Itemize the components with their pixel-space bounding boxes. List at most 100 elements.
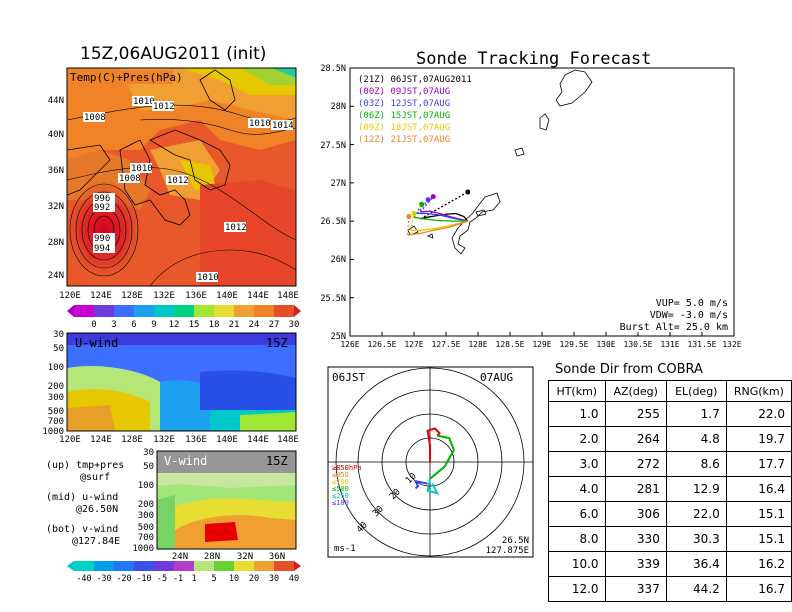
table-cell: 1.7 (665, 401, 727, 427)
pressure-tick: 100 (48, 363, 64, 373)
legend-line: @26.50N (76, 504, 118, 515)
table-cell: 44.2 (665, 576, 727, 602)
legend-line: (mid) u-wind (46, 492, 118, 503)
colorbar-tick: -5 (157, 574, 167, 584)
hodo-time-right: 07AUG (480, 371, 513, 384)
col-header: EL(deg) (665, 380, 727, 402)
lon-tick: 124E (90, 291, 112, 301)
table-cell: 337 (604, 576, 667, 602)
hodo-lon: 127.875E (486, 546, 529, 556)
vwind-label: V-wind (164, 454, 207, 468)
lon-tick: 132E (153, 435, 175, 445)
track-param: VUP= 5.0 m/s (656, 298, 728, 309)
colorbar-tick: 5 (211, 574, 216, 584)
colorbar-tick: 1 (191, 574, 196, 584)
svg-text:1014: 1014 (272, 121, 294, 131)
table-cell: 16.4 (725, 476, 792, 502)
table-body: 1.0 255 1.7 22.0 2.0 264 4.8 19.7 3.0 272 8.6 17.7 4… (548, 401, 792, 602)
track-ascent-line (406, 216, 410, 235)
lon-tick: 144E (247, 291, 269, 301)
track-lat-labels: 28.5N 28N 27.5N 27N 26.5N 26N 25.5N 25N (320, 64, 346, 342)
track-legend-item: (09Z) 18JST,07AUG (358, 123, 450, 133)
lon-tick: 148E (277, 435, 299, 445)
lon-tick: 127.5E (432, 340, 461, 349)
hodograph-segment (426, 427, 442, 462)
lat-tick: 27.5N (320, 141, 346, 151)
table-cell: 330 (604, 526, 667, 552)
left-panel-title: 15Z,06AUG2011 (init) (80, 44, 267, 64)
lat-tick: 25.5N (320, 294, 346, 304)
isobar-label: 994 (93, 243, 115, 254)
svg-text:1012: 1012 (153, 102, 175, 112)
table-cell: 272 (604, 451, 667, 477)
pressure-tick: 500 (138, 523, 154, 533)
colorbar-tick: 3 (111, 320, 116, 330)
isobar-label: 1010 (132, 96, 155, 107)
table-cell: 17.7 (725, 451, 792, 477)
track-frame (349, 67, 735, 337)
lon-tick: 128E (121, 291, 143, 301)
legend-line: (bot) v-wind (46, 524, 118, 535)
table-row: 10.0 339 36.4 16.2 (548, 551, 792, 577)
legend-line: @surf (80, 472, 110, 483)
burst-point (465, 189, 471, 195)
table-row: 4.0 281 12.9 16.4 (548, 476, 792, 502)
sonde-direction-table: HT(km) AZ(deg) EL(deg) RNG(km) 1.0 255 1.7… (548, 380, 792, 602)
temp-colorbar: 0 3 6 9 12 15 18 21 24 27 30 (67, 305, 301, 330)
legend-line: (up) tmp+pres (46, 460, 124, 471)
track-series-line (410, 220, 468, 231)
uwind-pressure-labels: 30 50 100 200 300 500 700 1000 (42, 330, 64, 437)
hodo-units: ms-1 (334, 544, 356, 554)
hodo-rings (328, 367, 533, 557)
lat-tick: 28N (204, 552, 220, 562)
burst-point (406, 214, 412, 220)
colorbar-tick: -40 (76, 574, 91, 584)
hodo-legend-item: ≤850 (332, 471, 349, 479)
svg-text:1010: 1010 (249, 119, 271, 129)
hodograph-segment (437, 434, 455, 451)
pressure-tick: 200 (48, 382, 64, 392)
wind-colorbar: -40 -30 -20 -10 -5 -1 1 5 10 20 30 40 (67, 561, 301, 584)
lon-tick: 128E (468, 340, 487, 349)
colorbar-tick: 9 (151, 320, 156, 330)
pressure-tick: 700 (48, 417, 64, 427)
uwind-time: 15Z (266, 336, 288, 350)
map-lon-labels: 120E 124E 128E 132E 136E 140E 144E 148E (59, 291, 299, 301)
lon-tick: 136E (185, 291, 207, 301)
isobar-labels: 1008 1010 1012 1010 1014 1010 1008 1012 … (83, 96, 294, 283)
left-legend: (up) tmp+pres @surf (mid) u-wind @26.50N… (46, 460, 124, 547)
hodo-time-left: 06JST (332, 371, 365, 384)
colorbar-tick: 12 (169, 320, 180, 330)
colorbar-tick: -1 (173, 574, 183, 584)
track-ascent-line (419, 196, 434, 213)
isobar-label: 1012 (152, 101, 175, 112)
table-row: 3.0 272 8.6 17.7 (548, 451, 792, 477)
colorbar-tick: 15 (189, 320, 200, 330)
vwind-field (157, 451, 296, 549)
isobar-label: 990 (93, 233, 115, 244)
vwind-time: 15Z (266, 454, 288, 468)
vwind-pressure-labels: 30 50 100 200 300 500 700 1000 (132, 448, 154, 554)
table-cell: 22.0 (725, 401, 792, 427)
track-series-line (420, 212, 469, 222)
uwind-label: U-wind (75, 336, 118, 350)
colorbar-tick: 0 (91, 320, 96, 330)
table-cell: 264 (604, 426, 667, 452)
colorbar-tick: 24 (249, 320, 260, 330)
svg-text:1012: 1012 (167, 176, 189, 186)
table-cell: 2.0 (548, 426, 606, 452)
lon-tick: 120E (59, 291, 81, 301)
lat-tick: 24N (48, 271, 64, 281)
hodograph-segment (413, 479, 428, 490)
colorbar-tick: 40 (289, 574, 299, 584)
svg-text:1012: 1012 (225, 223, 247, 233)
colorbar-tick: 10 (229, 574, 239, 584)
colorbar-tick: 6 (131, 320, 136, 330)
track-params: VUP= 5.0 m/s VDW= -3.0 m/s Burst Alt= 25… (620, 298, 728, 333)
track-ascent-line (420, 191, 469, 220)
lon-tick: 131E (660, 340, 679, 349)
table-cell: 255 (604, 401, 667, 427)
track-series-line (413, 216, 468, 222)
pressure-tick: 30 (53, 330, 64, 340)
pressure-tick: 30 (143, 448, 154, 458)
